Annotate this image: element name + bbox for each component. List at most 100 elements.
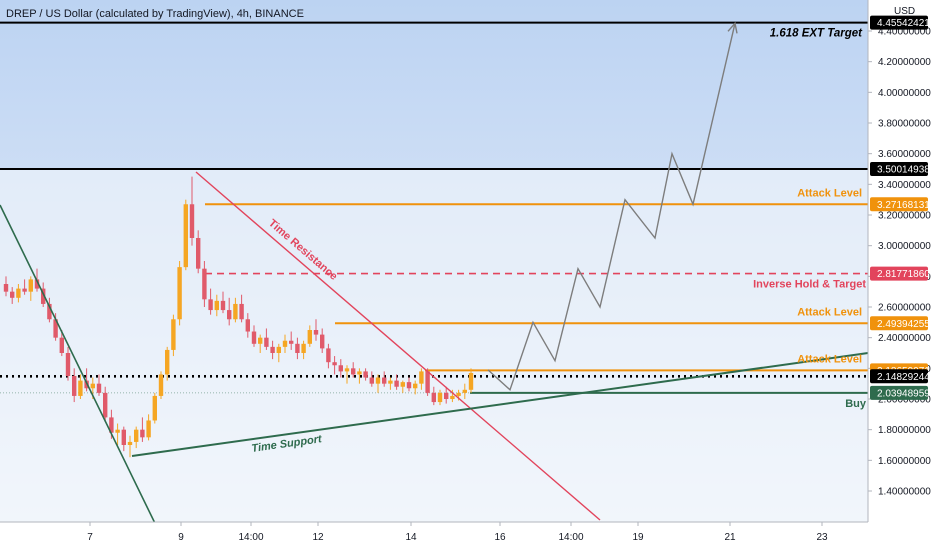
y-tick-label-1: 1.60000000 bbox=[878, 456, 931, 467]
candle-45 bbox=[282, 334, 288, 353]
candle-22 bbox=[140, 417, 145, 442]
y-tick-label-2: 1.80000000 bbox=[878, 425, 931, 436]
x-tick-label-7: 19 bbox=[632, 532, 644, 543]
candle-68 bbox=[425, 368, 430, 396]
y-tick-label-13: 4.00000000 bbox=[878, 88, 931, 99]
candle-20 bbox=[127, 435, 133, 458]
candle-body bbox=[363, 371, 368, 378]
candle-28 bbox=[177, 261, 182, 326]
chart-title: DREP / US Dollar (calculated by TradingV… bbox=[6, 8, 304, 20]
candle-body bbox=[227, 310, 232, 320]
candle-body bbox=[444, 392, 449, 399]
candle-body bbox=[233, 303, 238, 320]
candle-body bbox=[202, 268, 207, 300]
candle-25 bbox=[158, 371, 164, 399]
candle-71 bbox=[444, 386, 449, 404]
candle-body bbox=[245, 319, 250, 332]
candle-body bbox=[382, 377, 387, 384]
price-tag-3: 2.81771860 bbox=[870, 266, 930, 281]
candle-body bbox=[53, 319, 58, 338]
candle-56 bbox=[351, 362, 356, 378]
time-axis-bg bbox=[0, 522, 868, 550]
candle-body bbox=[158, 374, 164, 396]
candle-72 bbox=[450, 389, 455, 403]
x-tick-label-0: 7 bbox=[87, 532, 93, 543]
x-tick-label-5: 16 bbox=[494, 532, 506, 543]
candle-body bbox=[375, 377, 381, 384]
price-tag-2: 3.27168131 bbox=[870, 197, 930, 212]
candle-body bbox=[115, 429, 120, 433]
candle-65 bbox=[406, 377, 412, 392]
candle-63 bbox=[394, 374, 399, 390]
candles-layer bbox=[3, 176, 474, 458]
candle-body bbox=[456, 392, 461, 396]
candle-body bbox=[177, 267, 182, 320]
candle-body bbox=[258, 337, 263, 344]
price-tag-7: 2.03948959 bbox=[870, 385, 930, 400]
currency-label: USD bbox=[894, 6, 915, 17]
price-tag-text: 2.81771860 bbox=[877, 269, 930, 280]
candle-37 bbox=[233, 297, 238, 323]
candle-body bbox=[196, 238, 201, 269]
levels-layer bbox=[0, 21, 868, 522]
candle-75 bbox=[468, 368, 474, 393]
time-axis[interactable]: 7 9 14:00 12 14 16 14:00 19 21 23 bbox=[0, 521, 868, 550]
candle-35 bbox=[220, 291, 226, 314]
candle-74 bbox=[462, 383, 467, 399]
y-tick-label-10: 3.40000000 bbox=[878, 180, 931, 191]
candle-body bbox=[419, 371, 424, 384]
y-tick-label-3: 2.00000000 bbox=[878, 395, 931, 406]
candle-19 bbox=[121, 426, 126, 452]
candle-body bbox=[332, 362, 337, 366]
x-tick-label-6: 14:00 bbox=[558, 532, 583, 543]
candle-62 bbox=[388, 377, 393, 390]
candle-52 bbox=[326, 343, 331, 369]
y-tick-label-11: 3.60000000 bbox=[878, 149, 931, 160]
candle-70 bbox=[437, 389, 443, 406]
candle-body bbox=[289, 340, 294, 344]
candle-2 bbox=[16, 284, 21, 303]
candle-36 bbox=[227, 297, 232, 326]
candle-body bbox=[34, 279, 40, 289]
candle-body bbox=[326, 348, 331, 363]
candle-body bbox=[468, 372, 474, 390]
candle-body bbox=[295, 343, 300, 353]
candle-21 bbox=[134, 426, 139, 449]
candle-46 bbox=[289, 331, 294, 350]
candle-body bbox=[78, 380, 83, 396]
candle-40 bbox=[251, 325, 257, 347]
left-trendline bbox=[0, 204, 169, 550]
candle-body bbox=[165, 349, 170, 375]
candle-body bbox=[96, 383, 102, 393]
level-label-3: Inverse Hold & Target bbox=[753, 279, 866, 291]
x-tick-label-1: 9 bbox=[178, 532, 184, 543]
candle-body bbox=[90, 383, 95, 389]
y-tick-label-8: 3.00000000 bbox=[878, 241, 931, 252]
candle-body bbox=[437, 392, 443, 403]
y-tick-label-12: 3.80000000 bbox=[878, 119, 931, 130]
candle-body bbox=[220, 300, 226, 311]
candle-body bbox=[10, 291, 15, 298]
candle-body bbox=[65, 353, 71, 376]
candle-body bbox=[450, 395, 455, 399]
price-axis[interactable]: 1.40000000 1.60000000 1.80000000 2.00000000… bbox=[867, 0, 932, 550]
candle-67 bbox=[419, 368, 424, 390]
candle-body bbox=[22, 288, 27, 292]
candle-69 bbox=[431, 386, 436, 406]
y-tick-label-5: 2.40000000 bbox=[878, 333, 931, 344]
candle-body bbox=[72, 376, 77, 396]
x-tick-label-4: 14 bbox=[405, 532, 417, 543]
y-tick-label-9: 3.20000000 bbox=[878, 211, 931, 222]
candle-7 bbox=[47, 297, 52, 323]
candle-12 bbox=[78, 374, 83, 399]
price-tag-bg bbox=[870, 15, 928, 30]
candle-59 bbox=[369, 371, 374, 387]
candle-body bbox=[28, 279, 33, 292]
x-tick-label-3: 12 bbox=[312, 532, 324, 543]
candle-51 bbox=[320, 328, 325, 353]
candle-body bbox=[140, 429, 145, 438]
candle-body bbox=[357, 371, 362, 375]
price-tag-bg bbox=[870, 316, 928, 331]
candle-body bbox=[462, 389, 467, 393]
